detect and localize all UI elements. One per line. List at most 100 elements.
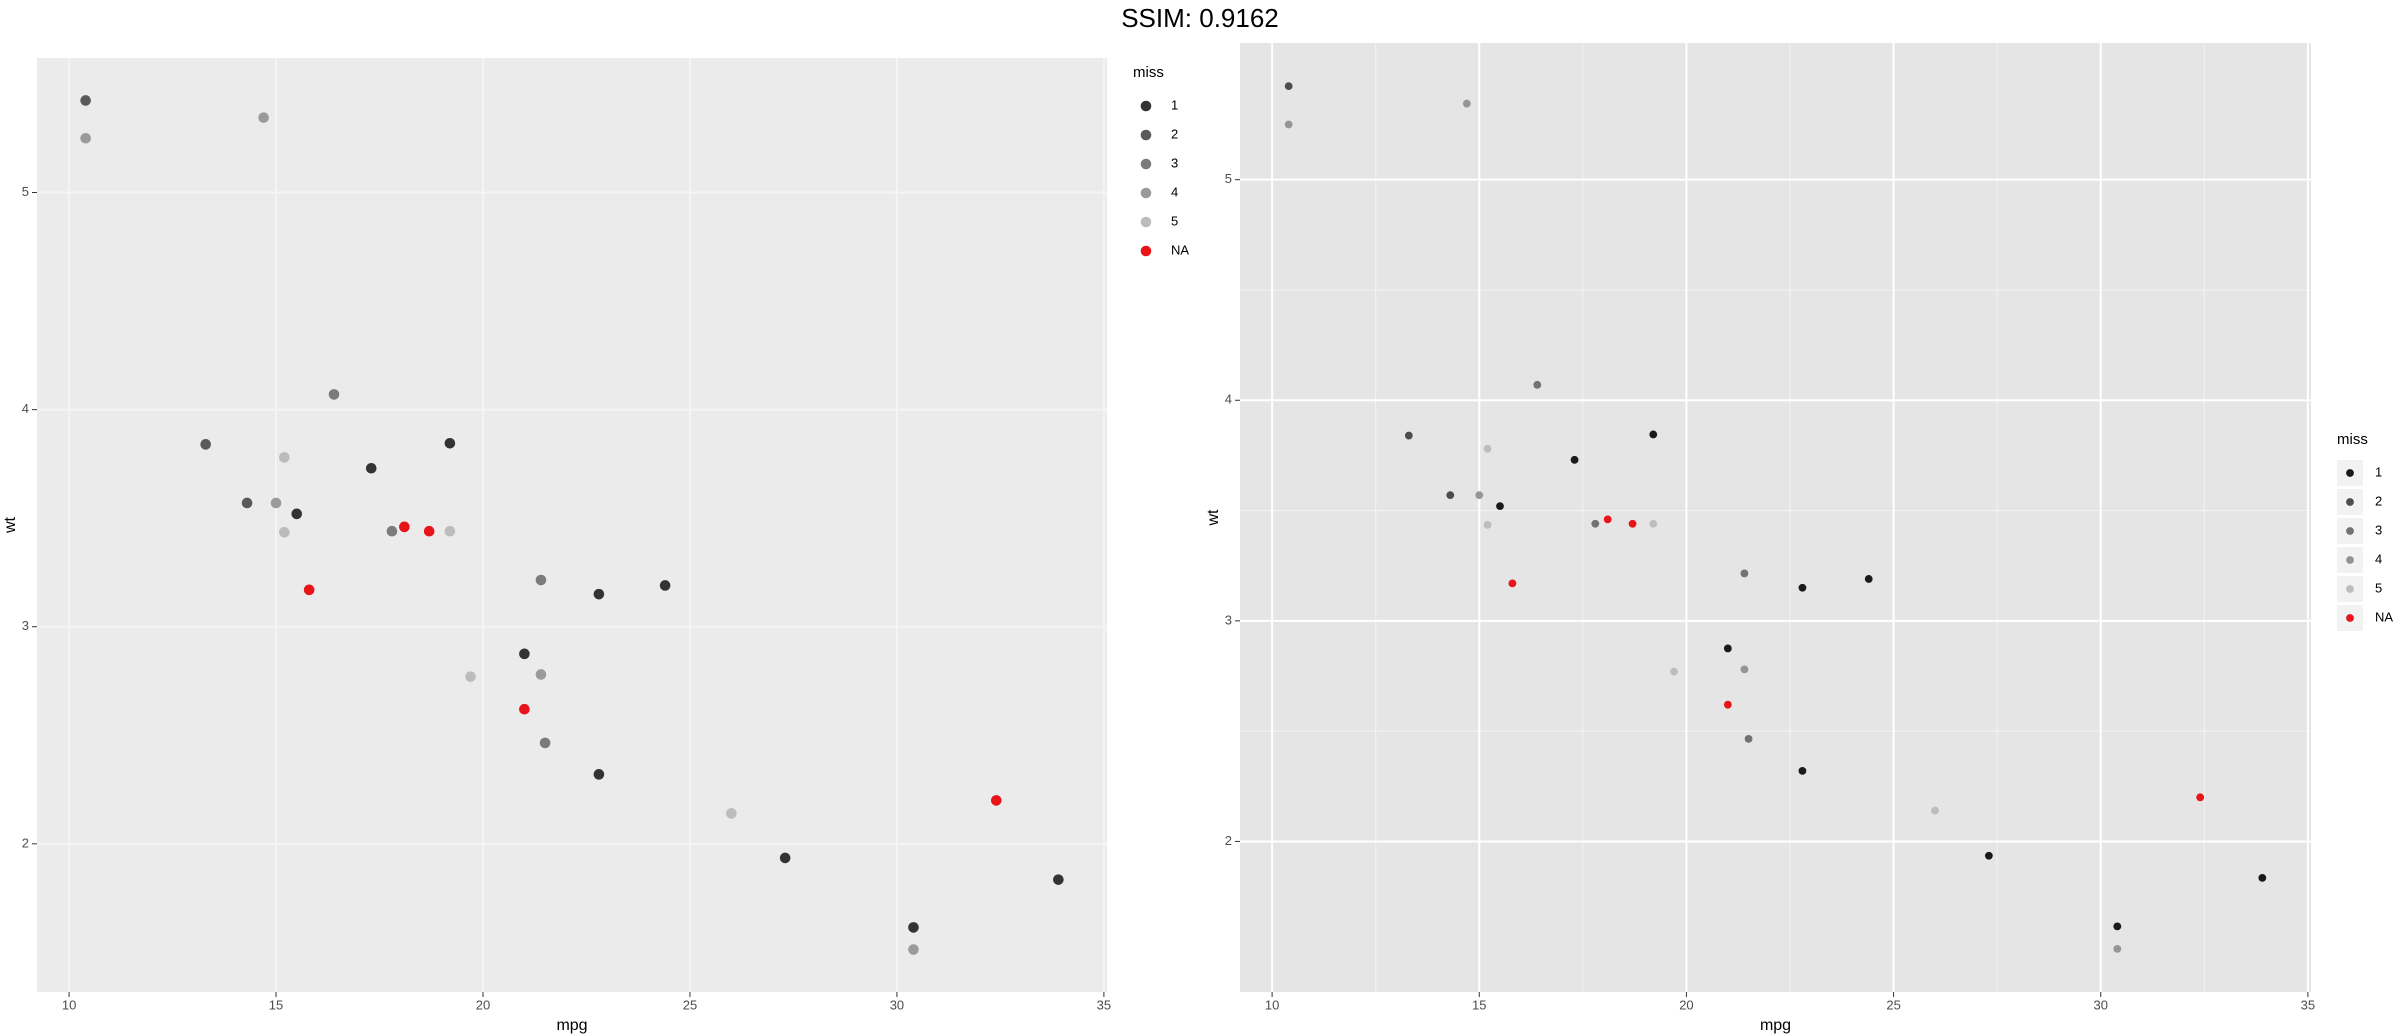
point (2113, 922, 2122, 931)
point (659, 580, 671, 591)
point (1798, 583, 1807, 592)
point (779, 852, 791, 864)
x-tick-label: 30 (890, 997, 904, 1012)
point (241, 497, 253, 509)
x-tick-label: 25 (683, 997, 697, 1012)
y-tick-label: 3 (1225, 612, 1232, 627)
point (726, 808, 737, 819)
point (1570, 455, 1579, 464)
point (1798, 766, 1807, 775)
y-tick-label: 5 (1225, 171, 1232, 186)
point (80, 95, 91, 106)
point (279, 526, 290, 538)
legend-key (2346, 498, 2354, 506)
x-tick-label: 20 (476, 997, 490, 1012)
point (1053, 874, 1064, 885)
point (990, 795, 1002, 806)
point (1533, 380, 1542, 389)
legend-label: 4 (1171, 184, 1178, 199)
point (291, 508, 303, 520)
point (1864, 575, 1873, 583)
legend-key (1140, 100, 1152, 112)
point (1670, 667, 1678, 676)
legend-key (1140, 216, 1152, 228)
point (1603, 515, 1612, 524)
point (444, 437, 456, 449)
point (279, 452, 290, 463)
point (2258, 873, 2267, 882)
x-tick-label: 25 (1886, 997, 1900, 1012)
point (593, 769, 605, 780)
point (399, 521, 410, 533)
point (2196, 793, 2205, 802)
point (1404, 431, 1413, 440)
point (539, 737, 551, 749)
x-axis-label: mpg (1760, 1017, 1791, 1034)
legend-label: 4 (2375, 551, 2382, 566)
legend-key (2346, 556, 2354, 564)
point (1446, 491, 1455, 500)
point (519, 648, 530, 660)
legend-key (2346, 469, 2354, 477)
x-tick-label: 10 (62, 997, 76, 1012)
point (80, 132, 91, 144)
y-tick-label: 2 (22, 835, 29, 850)
legend-label: 5 (2375, 580, 2382, 595)
point (444, 525, 456, 537)
legend-label: 2 (1171, 126, 1178, 141)
panel (1240, 43, 2311, 992)
x-tick-label: 10 (1265, 997, 1279, 1012)
point (200, 439, 211, 450)
point (519, 703, 530, 715)
point (535, 669, 547, 680)
legend-key (1140, 158, 1152, 170)
legend-label: 1 (1171, 97, 1178, 112)
point (386, 525, 398, 537)
point (1649, 519, 1658, 528)
panel (37, 58, 1107, 992)
legend-key (1140, 245, 1152, 257)
legend-key (1140, 129, 1152, 141)
point (1723, 700, 1732, 709)
point (535, 574, 547, 586)
y-tick-label: 5 (22, 184, 29, 199)
legend-title: miss (2337, 431, 2368, 448)
x-axis-label: mpg (556, 1017, 587, 1034)
legend-label: 5 (1171, 213, 1178, 228)
x-tick-label: 35 (1097, 997, 1111, 1012)
point (303, 584, 315, 596)
point (258, 112, 269, 123)
legend-key (1140, 187, 1152, 199)
point (423, 525, 435, 537)
legend-title: miss (1133, 64, 1164, 81)
point (1649, 430, 1658, 439)
point (2113, 944, 2122, 953)
y-axis-label: wt (2, 516, 19, 534)
point (328, 389, 340, 400)
point (1744, 734, 1753, 743)
point (465, 671, 476, 682)
legend-label: 2 (2375, 493, 2382, 508)
point (908, 944, 919, 955)
point (1591, 519, 1600, 528)
point (1984, 851, 1993, 860)
point (1931, 806, 1939, 815)
point (1740, 569, 1749, 578)
point (1628, 519, 1637, 528)
point (1496, 502, 1504, 511)
legend-label: 3 (1171, 155, 1178, 170)
legend-key (2346, 614, 2354, 622)
x-tick-label: 35 (2301, 997, 2315, 1012)
point (1475, 491, 1484, 500)
y-axis-label: wt (1205, 509, 1222, 527)
legend-key (2346, 585, 2354, 593)
y-tick-label: 4 (22, 401, 29, 416)
point (1483, 444, 1492, 453)
page-title: SSIM: 0.9162 (1121, 3, 1279, 33)
point (1740, 665, 1749, 674)
point (1284, 120, 1293, 129)
y-tick-label: 2 (1225, 833, 1232, 848)
point (1284, 82, 1293, 91)
point (270, 497, 282, 509)
